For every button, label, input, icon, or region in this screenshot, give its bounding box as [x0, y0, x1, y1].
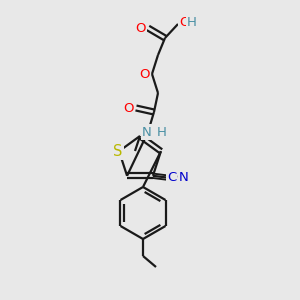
Text: S: S	[113, 144, 123, 159]
Text: N: N	[179, 171, 189, 184]
Text: H: H	[157, 125, 167, 139]
Text: H: H	[187, 16, 197, 29]
Text: C: C	[167, 171, 176, 184]
Text: O: O	[179, 16, 190, 29]
Text: O: O	[136, 22, 146, 34]
Text: N: N	[142, 125, 152, 139]
Text: O: O	[124, 101, 134, 115]
Text: O: O	[140, 68, 150, 80]
